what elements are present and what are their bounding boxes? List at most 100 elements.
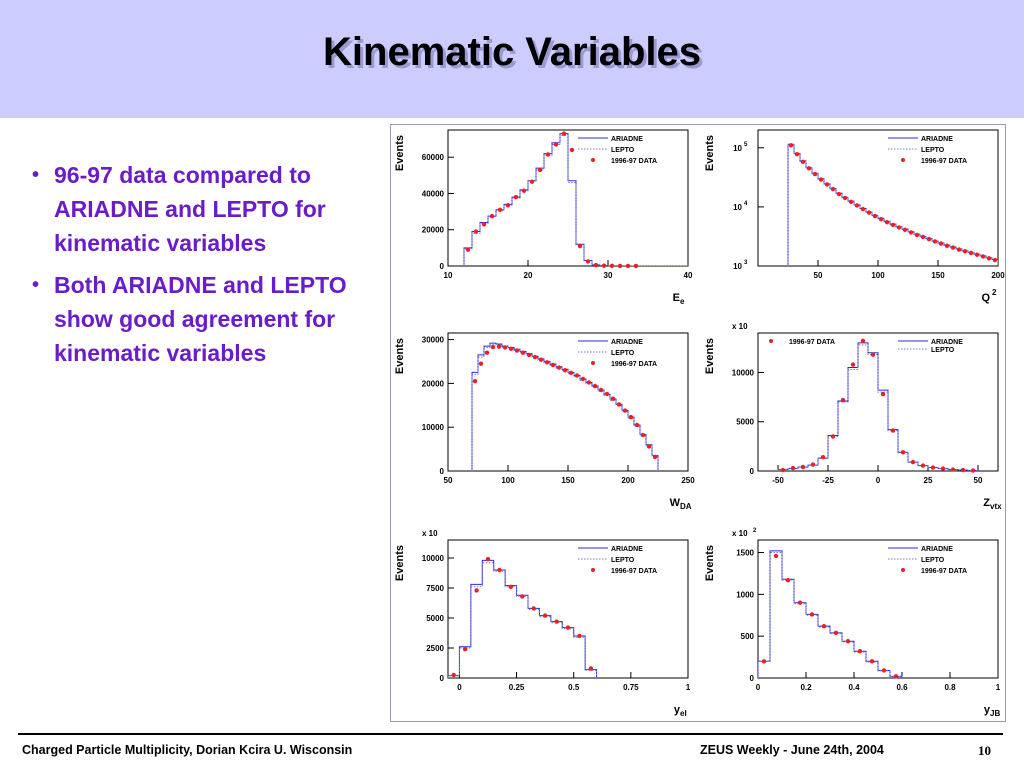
data-point xyxy=(930,465,936,470)
data-point xyxy=(550,362,556,368)
bullet-text: 96-97 data compared to ARIADNE and LEPTO… xyxy=(54,162,326,256)
data-point xyxy=(633,263,639,269)
bullet-item: • 96-97 data compared to ARIADNE and LEP… xyxy=(30,158,380,260)
x-tick-label: 0 xyxy=(756,683,761,692)
x-tick-label: 50 xyxy=(974,476,983,485)
legend-label: 1996-97 DATA xyxy=(611,361,657,368)
x-axis-label-subscript: DA xyxy=(680,502,692,511)
y-tick-label: 5000 xyxy=(736,418,754,427)
y-tick-label: 10 xyxy=(733,262,742,271)
data-point xyxy=(938,241,944,246)
data-point xyxy=(592,383,598,389)
data-point xyxy=(884,220,890,225)
data-point xyxy=(920,234,926,240)
x-axis-label: Q xyxy=(981,292,990,304)
x-tick-label: 200 xyxy=(991,271,1005,280)
data-point xyxy=(484,350,490,355)
data-point xyxy=(833,630,839,636)
x-tick-label: 150 xyxy=(561,476,575,485)
x-axis-label-subscript: vtx xyxy=(990,502,1002,511)
data-point xyxy=(497,207,503,212)
histogram-line-lepto xyxy=(448,562,598,678)
data-point xyxy=(788,143,794,148)
data-point xyxy=(962,248,968,254)
data-point xyxy=(538,357,544,362)
legend-marker-swatch xyxy=(901,158,905,162)
data-point xyxy=(521,188,527,193)
data-point xyxy=(640,432,646,438)
y-tick-label-exponent: 4 xyxy=(744,201,748,207)
footer-divider xyxy=(18,733,1003,735)
legend-label: 1996-97 DATA xyxy=(921,158,967,165)
x-tick-label: 30 xyxy=(604,271,613,280)
x-axis-label: W xyxy=(670,497,681,509)
bullet-dot-icon: • xyxy=(32,164,40,186)
y-tick-label: 1500 xyxy=(736,549,754,558)
y-tick-label: 7500 xyxy=(426,584,444,593)
x-tick-label: 0.2 xyxy=(800,683,812,692)
histogram-chart: 0 0.25 0.5 0.75 1 0 2500 5000 7500 10000 x 10 Event… xyxy=(394,529,691,718)
data-point xyxy=(880,391,886,397)
data-point xyxy=(986,256,992,261)
y-tick-label: 0 xyxy=(440,674,445,683)
data-point xyxy=(520,594,525,599)
data-point xyxy=(869,659,875,664)
data-point xyxy=(502,345,508,350)
x-tick-label: 40 xyxy=(684,271,693,280)
data-point xyxy=(520,350,526,355)
data-point xyxy=(830,434,836,439)
data-point xyxy=(992,257,998,263)
x-tick-label: 50 xyxy=(444,476,453,485)
data-point xyxy=(634,422,640,428)
x-tick-label: -25 xyxy=(822,476,834,485)
data-point xyxy=(820,455,826,460)
data-point xyxy=(810,462,816,467)
y-tick-label: 10 xyxy=(733,144,742,153)
data-point xyxy=(809,612,815,617)
histogram-chart: 10 20 30 40 0 20000 40000 60000 Events E e ARIADNE L… xyxy=(394,129,693,306)
y-tick-label: 500 xyxy=(741,632,755,641)
data-point xyxy=(478,361,484,366)
data-point xyxy=(940,466,946,471)
data-point xyxy=(565,625,571,630)
x-axis-label: Z xyxy=(983,497,990,509)
x-axis-label-subscript: JB xyxy=(990,709,1000,718)
data-point xyxy=(800,159,806,164)
x-axis-label: y xyxy=(674,704,681,716)
data-point xyxy=(625,263,631,269)
data-point xyxy=(910,459,916,465)
x-tick-label: 25 xyxy=(924,476,933,485)
y-tick-label: 40000 xyxy=(422,189,445,198)
legend-marker-swatch xyxy=(591,568,595,572)
data-point xyxy=(489,213,495,219)
data-point xyxy=(821,623,827,629)
y-tick-label: 10 xyxy=(733,203,742,212)
data-point xyxy=(652,454,658,460)
y-tick-label: 1000 xyxy=(736,590,754,599)
data-point xyxy=(800,464,806,470)
histogram-line-ariadne xyxy=(758,550,903,678)
slide-title: Kinematic Variables xyxy=(323,30,701,74)
y-axis-label: Events xyxy=(394,135,406,171)
data-point xyxy=(561,131,567,136)
legend-label: 1996-97 DATA xyxy=(611,158,657,165)
x-axis-label: y xyxy=(984,704,991,716)
y-multiplier: x 10 xyxy=(422,529,438,538)
data-point xyxy=(505,203,511,208)
data-point xyxy=(842,195,848,201)
legend-label: 1996-97 DATA xyxy=(611,568,657,575)
x-tick-label: 100 xyxy=(501,476,515,485)
y-tick-label: 2500 xyxy=(426,644,444,653)
x-tick-label: 150 xyxy=(931,271,945,280)
data-point xyxy=(890,222,896,228)
histogram-line-lepto xyxy=(758,552,903,678)
y-tick-label: 5000 xyxy=(426,614,444,623)
x-tick-label: 20 xyxy=(524,271,533,280)
x-tick-label: -50 xyxy=(772,476,784,485)
legend-label: ARIADNE xyxy=(921,136,953,143)
data-point xyxy=(932,239,938,244)
data-point xyxy=(554,619,559,624)
